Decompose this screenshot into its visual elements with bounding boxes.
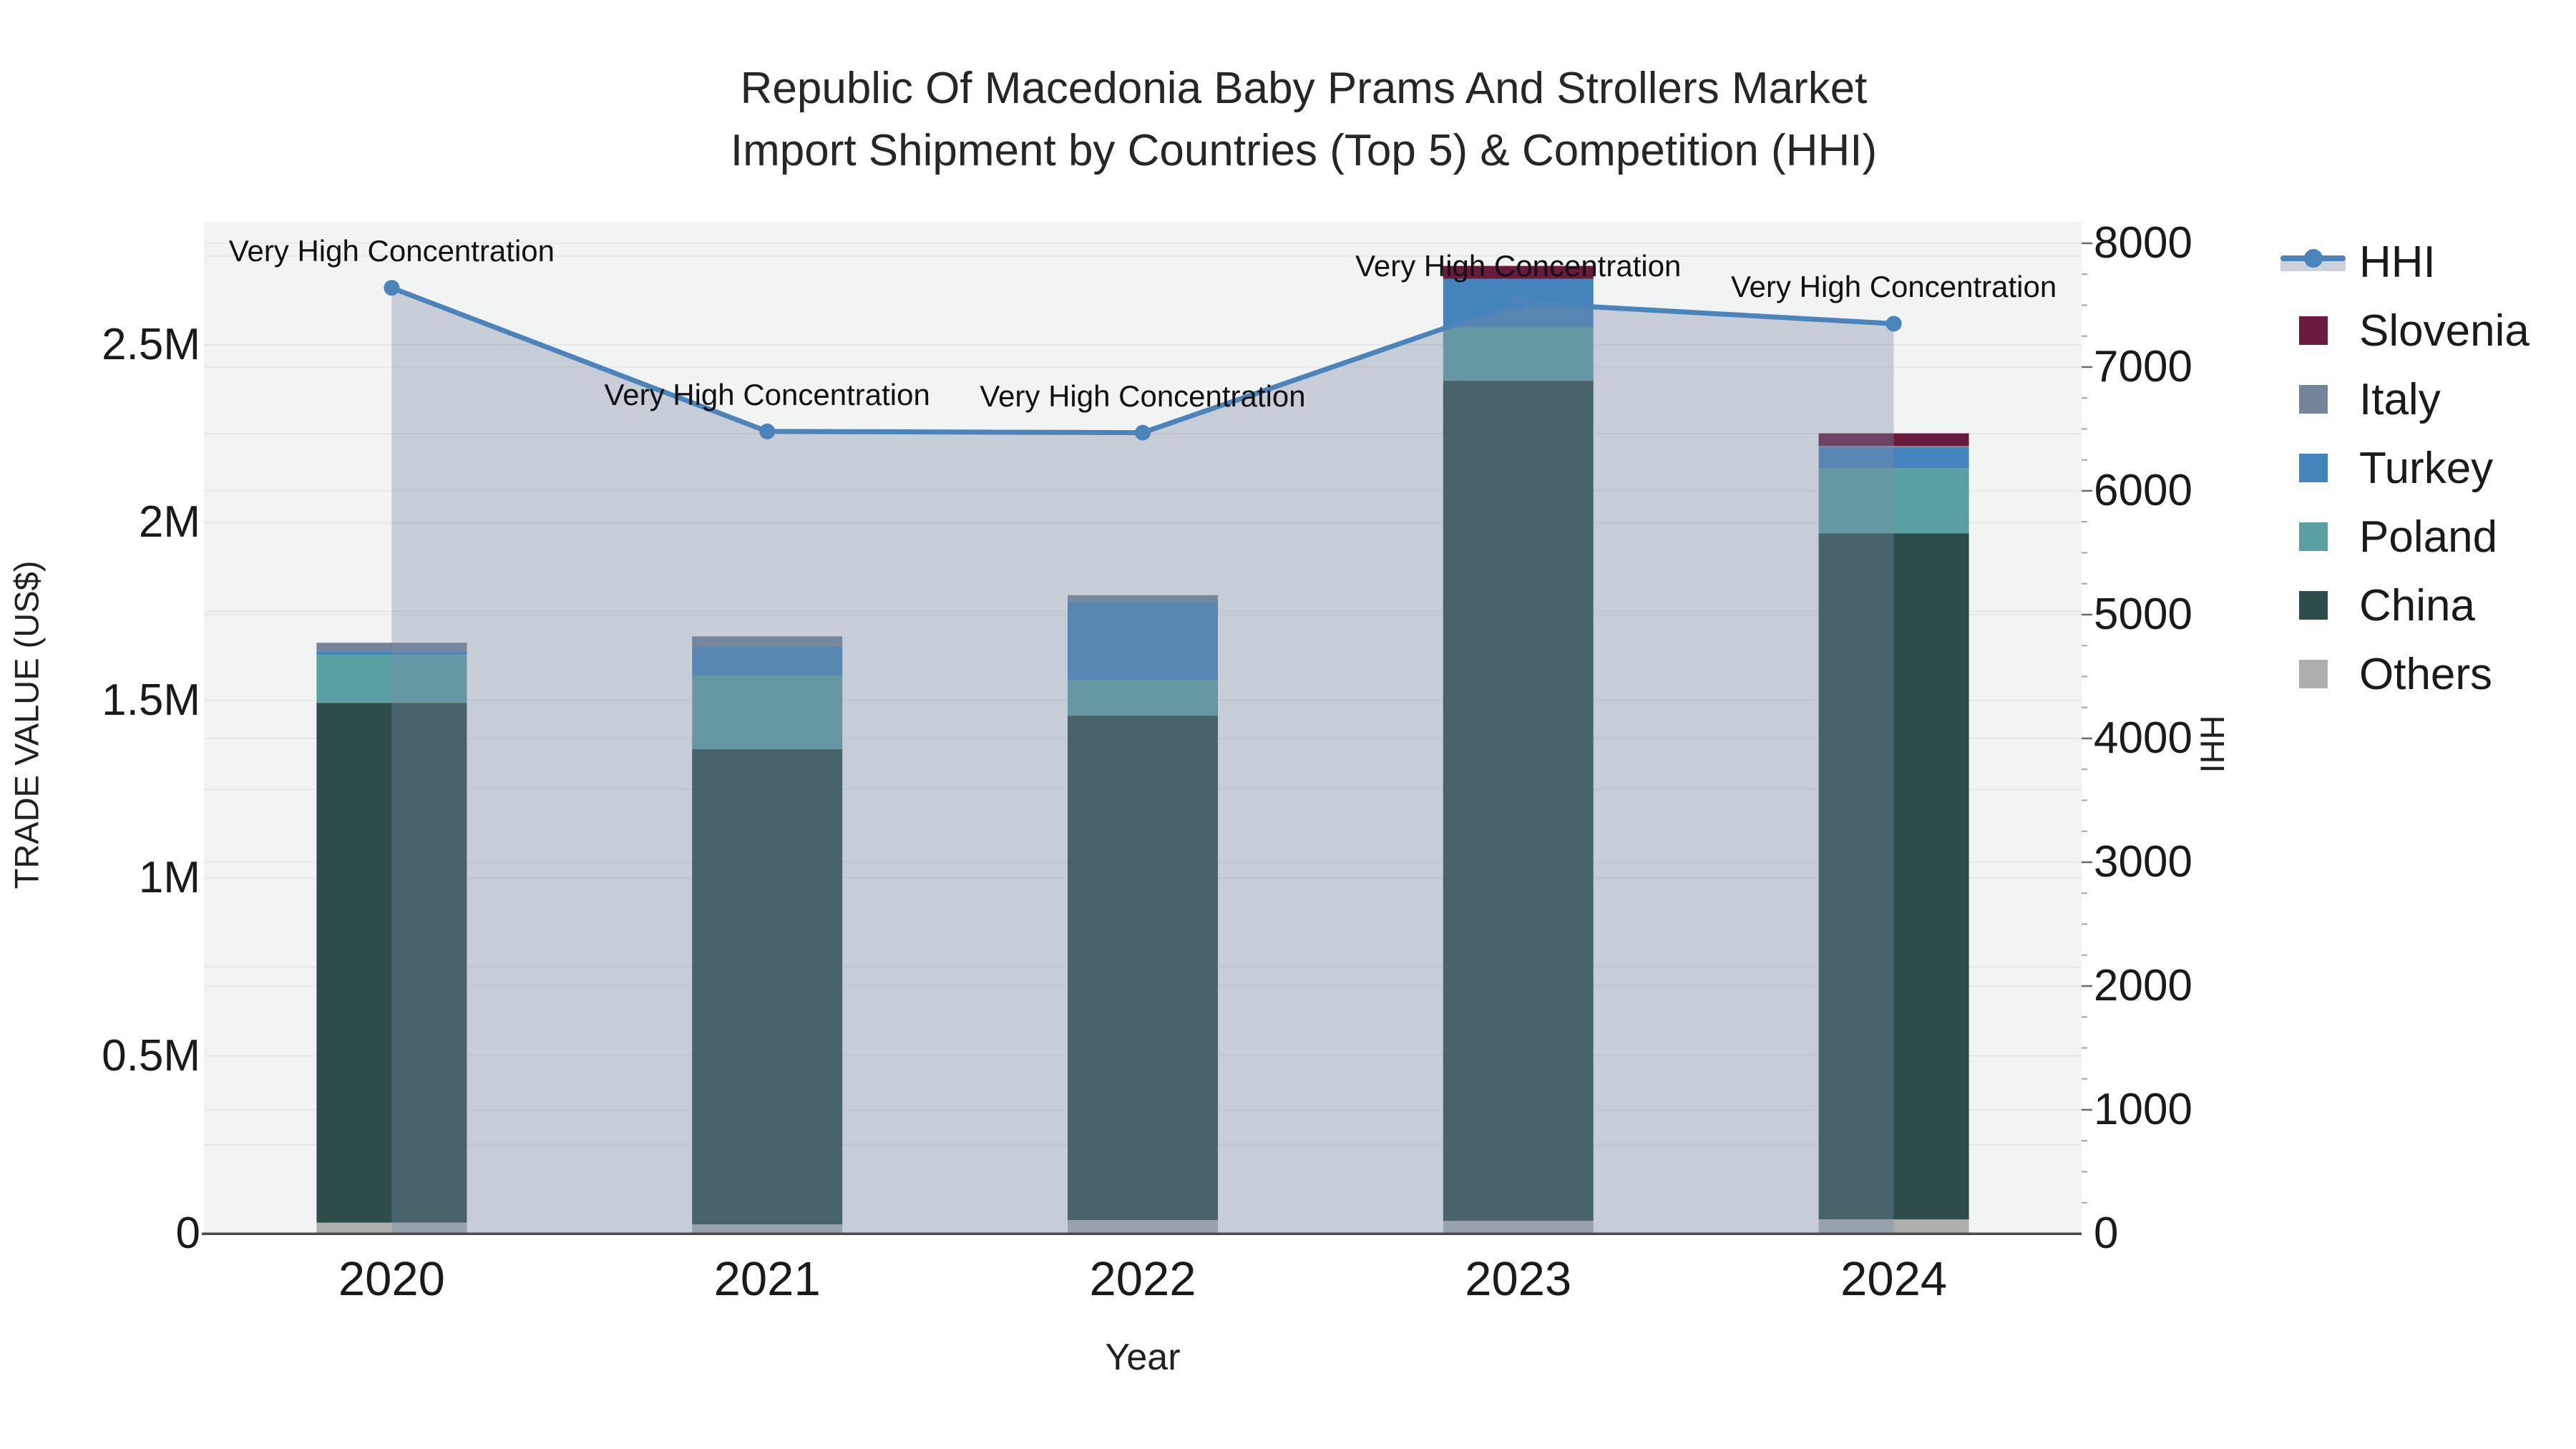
annotation-2024: Very High Concentration xyxy=(1730,270,2057,304)
chart-title: Republic Of Macedonia Baby Prams And Str… xyxy=(731,57,1877,182)
legend-swatch-icon xyxy=(2280,522,2346,551)
legend-label: HHI xyxy=(2359,237,2436,287)
legend-swatch-icon xyxy=(2280,316,2346,345)
y-right-tick-8000: 8000 xyxy=(2094,218,2192,268)
legend-label: Slovenia xyxy=(2359,306,2529,356)
legend-item-hhi[interactable]: HHI xyxy=(2280,228,2529,296)
bar-segment-others-2021[interactable] xyxy=(692,1224,843,1234)
y-right-tick-5000: 5000 xyxy=(2094,589,2192,639)
bar-segment-italy-2022[interactable] xyxy=(1068,595,1218,602)
bar-segment-poland-2020[interactable] xyxy=(316,655,467,703)
y-right-tick-1000: 1000 xyxy=(2094,1084,2192,1134)
y-right-tick-4000: 4000 xyxy=(2094,713,2192,763)
x-axis-line xyxy=(202,1232,2082,1235)
y-right-tick-6000: 6000 xyxy=(2094,465,2192,515)
bar-segment-turkey-2022[interactable] xyxy=(1068,602,1218,680)
bar-segment-poland-2023[interactable] xyxy=(1443,327,1594,381)
legend-label: Turkey xyxy=(2359,443,2494,493)
legend-item-slovenia[interactable]: Slovenia xyxy=(2280,296,2529,365)
bar-segment-italy-2024[interactable] xyxy=(1818,446,1969,448)
bar-segment-italy-2021[interactable] xyxy=(692,636,843,647)
legend-item-turkey[interactable]: Turkey xyxy=(2280,434,2529,502)
bar-segment-slovenia-2024[interactable] xyxy=(1818,433,1969,447)
legend-label: Others xyxy=(2359,649,2493,699)
hhi-area-fill xyxy=(391,288,1894,1234)
hhi-line-sample-icon xyxy=(2280,249,2346,274)
bar-segment-italy-2020[interactable] xyxy=(316,643,467,652)
legend-label: China xyxy=(2359,580,2475,630)
y-right-tick-3000: 3000 xyxy=(2094,836,2192,887)
bar-segment-poland-2024[interactable] xyxy=(1818,468,1969,534)
bar-segment-others-2024[interactable] xyxy=(1818,1219,1969,1234)
legend-item-poland[interactable]: Poland xyxy=(2280,502,2529,571)
hhi-marker-2024[interactable] xyxy=(1885,316,1902,332)
x-tick-2021: 2021 xyxy=(713,1252,821,1306)
y-left-tick-2.5M: 2.5M xyxy=(102,319,200,369)
x-tick-2023: 2023 xyxy=(1465,1252,1572,1306)
bar-segment-china-2021[interactable] xyxy=(692,748,843,1225)
bar-segment-turkey-2024[interactable] xyxy=(1818,447,1969,469)
legend-label: Italy xyxy=(2359,374,2441,424)
bar-segment-turkey-2020[interactable] xyxy=(316,651,467,655)
hhi-marker-2023[interactable] xyxy=(1510,294,1526,311)
legend-label: Poland xyxy=(2359,512,2498,562)
y-axis-left-title: TRADE VALUE (US$) xyxy=(7,560,46,889)
hhi-marker-2021[interactable] xyxy=(759,423,776,439)
y-left-tick-0.5M: 0.5M xyxy=(102,1030,200,1080)
legend-item-others[interactable]: Others xyxy=(2280,640,2529,708)
x-tick-2022: 2022 xyxy=(1089,1252,1196,1306)
bar-segment-china-2024[interactable] xyxy=(1818,533,1969,1220)
hhi-marker-2022[interactable] xyxy=(1135,424,1151,441)
x-tick-2024: 2024 xyxy=(1840,1252,1948,1306)
legend-item-china[interactable]: China xyxy=(2280,571,2529,640)
bar-segment-china-2022[interactable] xyxy=(1068,716,1218,1221)
y-left-tick-1M: 1M xyxy=(138,853,200,903)
annotation-2023: Very High Concentration xyxy=(1355,248,1682,283)
y-right-tick-2000: 2000 xyxy=(2094,960,2192,1010)
y-right-tick-7000: 7000 xyxy=(2094,341,2192,391)
y-left-tick-2M: 2M xyxy=(138,497,200,547)
legend: HHI Slovenia Italy Turkey Poland China Others xyxy=(2280,228,2529,708)
y-left-tick-0: 0 xyxy=(175,1209,200,1258)
bar-segment-others-2022[interactable] xyxy=(1068,1220,1218,1234)
bar-segment-poland-2021[interactable] xyxy=(692,675,843,749)
legend-swatch-icon xyxy=(2280,385,2346,414)
legend-swatch-icon xyxy=(2280,591,2346,620)
legend-item-italy[interactable]: Italy xyxy=(2280,365,2529,434)
y-right-tick-0: 0 xyxy=(2094,1209,2119,1258)
bar-segment-poland-2022[interactable] xyxy=(1068,680,1218,716)
annotation-2022: Very High Concentration xyxy=(980,379,1306,413)
x-tick-2020: 2020 xyxy=(338,1252,445,1306)
legend-swatch-icon xyxy=(2280,660,2346,688)
bar-segment-slovenia-2023[interactable] xyxy=(1443,265,1594,279)
hhi-marker-2020[interactable] xyxy=(384,280,400,296)
bar-segment-china-2023[interactable] xyxy=(1443,381,1594,1221)
chart-title-line2: Import Shipment by Countries (Top 5) & C… xyxy=(730,126,1878,175)
bar-segment-turkey-2021[interactable] xyxy=(692,646,843,675)
annotation-2021: Very High Concentration xyxy=(604,377,930,411)
annotation-2020: Very High Concentration xyxy=(228,234,555,268)
bar-segment-others-2020[interactable] xyxy=(316,1222,467,1234)
x-axis-title: Year xyxy=(1105,1337,1181,1378)
legend-swatch-icon xyxy=(2280,454,2346,482)
y-left-tick-1.5M: 1.5M xyxy=(102,675,200,725)
y-axis-right-title: HHI xyxy=(2193,715,2232,774)
bar-segment-others-2023[interactable] xyxy=(1443,1221,1594,1234)
bar-segment-china-2020[interactable] xyxy=(316,703,467,1223)
chart-title-line1: Republic Of Macedonia Baby Prams And Str… xyxy=(740,64,1868,113)
